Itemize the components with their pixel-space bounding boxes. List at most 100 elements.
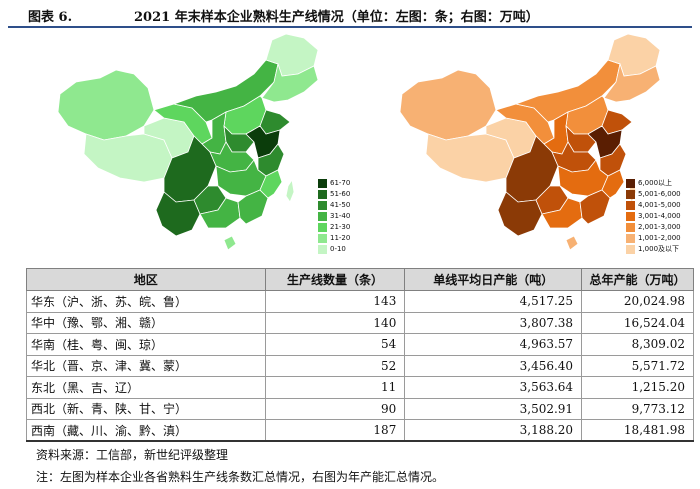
region-guangdong (579, 189, 611, 225)
left-legend-item: 61-70 (318, 178, 398, 189)
left-legend-item: 21-30 (318, 222, 398, 233)
cell-avg-daily: 3,502.91 (404, 397, 583, 420)
cell-region: 华南（桂、粤、闽、琼） (26, 333, 266, 356)
left-legend-swatch (318, 179, 327, 188)
region-taiwan (285, 178, 295, 203)
cell-lines: 143 (264, 290, 406, 313)
left-legend-label: 0-10 (330, 245, 346, 253)
left-legend-swatch (318, 223, 327, 232)
region-hainan (223, 235, 237, 251)
table-header-row: 地区 生产线数量（条） 单线平均日产能（吨） 总年产能（万吨） (26, 268, 694, 291)
right-legend-label: 3,001-4,000 (638, 212, 681, 220)
right-legend-swatch (626, 245, 635, 254)
header-avg-daily: 单线平均日产能（吨） (404, 268, 583, 291)
region-tibet (83, 133, 173, 183)
cell-avg-daily: 3,188.20 (404, 419, 583, 442)
left-legend-label: 21-30 (330, 223, 351, 231)
region-yunnan (155, 191, 201, 237)
header-annual: 总年产能（万吨） (581, 268, 694, 291)
left-legend-swatch (318, 245, 327, 254)
cell-lines: 90 (264, 397, 406, 420)
cell-region: 东北（黑、吉、辽） (26, 376, 266, 399)
right-choropleth-map (399, 33, 661, 251)
cell-annual: 8,309.02 (581, 333, 694, 356)
cell-region: 华东（沪、浙、苏、皖、鲁） (26, 290, 266, 313)
cell-lines: 52 (264, 354, 406, 377)
table-row: 西北（新、青、陕、甘、宁） 90 3,502.91 9,773.12 (26, 397, 694, 420)
right-legend-label: 6,000以上 (638, 179, 673, 187)
figure-label: 图表 6. (28, 10, 73, 25)
region-xinjiang (57, 69, 155, 141)
table-row: 东北（黑、吉、辽） 11 3,563.64 1,215.20 (26, 376, 694, 399)
region-jilin-liaoning (261, 62, 319, 103)
right-legend: 6,000以上 5,001-6,000 4,001-5,000 3,001-4,000… (626, 178, 700, 255)
cell-avg-daily: 4,963.57 (404, 333, 583, 356)
cell-annual: 9,773.12 (581, 397, 694, 420)
right-legend-swatch (626, 212, 635, 221)
cell-avg-daily: 4,517.25 (404, 290, 583, 313)
right-legend-label: 4,001-5,000 (638, 201, 681, 209)
maps-area: 61-70 51-60 41-50 31-40 21-30 11-20 0-10 6,000… (0, 30, 700, 266)
right-legend-swatch (626, 234, 635, 243)
left-legend-swatch (318, 190, 327, 199)
left-legend-item: 31-40 (318, 211, 398, 222)
header-lines: 生产线数量（条） (264, 268, 406, 291)
cell-region: 西南（藏、川、渝、黔、滇） (26, 419, 266, 442)
left-choropleth-map (57, 33, 319, 251)
right-legend-label: 1,000及以下 (638, 245, 680, 253)
table-row: 华中（豫、鄂、湘、赣） 140 3,807.38 16,524.04 (26, 311, 694, 334)
capacity-table: 地区 生产线数量（条） 单线平均日产能（吨） 总年产能（万吨） 华东（沪、浙、苏… (26, 268, 694, 442)
left-legend-swatch (318, 201, 327, 210)
left-legend-item: 11-20 (318, 233, 398, 244)
cell-lines: 140 (264, 311, 406, 334)
table-row: 华东（沪、浙、苏、皖、鲁） 143 4,517.25 20,024.98 (26, 290, 694, 313)
right-legend-swatch (626, 179, 635, 188)
table-row: 西南（藏、川、渝、黔、滇） 187 3,188.20 18,481.98 (26, 419, 694, 442)
footnote: 注：左图为样本企业各省熟料生产线条数汇总情况，右图为年产能汇总情况。 (36, 470, 445, 484)
cell-avg-daily: 3,456.40 (404, 354, 583, 377)
right-legend-item: 2,001-3,000 (626, 222, 700, 233)
left-legend-item: 51-60 (318, 189, 398, 200)
table-row: 华北（晋、京、津、冀、蒙） 52 3,456.40 5,571.72 (26, 354, 694, 377)
cell-annual: 5,571.72 (581, 354, 694, 377)
table-row: 华南（桂、粤、闽、琼） 54 4,963.57 8,309.02 (26, 333, 694, 356)
right-legend-swatch (626, 190, 635, 199)
cell-annual: 20,024.98 (581, 290, 694, 313)
right-legend-item: 5,001-6,000 (626, 189, 700, 200)
region-hainan (565, 235, 579, 251)
region-fujian (601, 169, 625, 199)
source-note: 资料来源：工信部，新世纪评级整理 (36, 448, 229, 462)
left-legend-swatch (318, 212, 327, 221)
cell-annual: 1,215.20 (581, 376, 694, 399)
region-guangdong (237, 189, 269, 225)
right-legend-item: 1,000及以下 (626, 244, 700, 255)
region-tibet (425, 133, 515, 183)
header-region: 地区 (26, 268, 266, 291)
cell-region: 华中（豫、鄂、湘、赣） (26, 311, 266, 334)
right-legend-item: 6,000以上 (626, 178, 700, 189)
left-legend-label: 61-70 (330, 179, 351, 187)
right-legend-item: 3,001-4,000 (626, 211, 700, 222)
region-xinjiang (399, 69, 497, 141)
right-legend-label: 1,001-2,000 (638, 234, 681, 242)
cell-avg-daily: 3,563.64 (404, 376, 583, 399)
region-shandong (601, 109, 633, 135)
right-legend-item: 1,001-2,000 (626, 233, 700, 244)
left-legend: 61-70 51-60 41-50 31-40 21-30 11-20 0-10 (318, 178, 398, 255)
right-legend-label: 2,001-3,000 (638, 223, 681, 231)
cell-region: 华北（晋、京、津、冀、蒙） (26, 354, 266, 377)
cell-lines: 187 (264, 419, 406, 442)
region-shandong (259, 109, 291, 135)
cell-avg-daily: 3,807.38 (404, 311, 583, 334)
right-legend-item: 4,001-5,000 (626, 200, 700, 211)
right-legend-label: 5,001-6,000 (638, 190, 681, 198)
cell-region: 西北（新、青、陕、甘、宁） (26, 397, 266, 420)
region-fujian (259, 169, 283, 199)
left-legend-label: 11-20 (330, 234, 351, 242)
left-legend-label: 51-60 (330, 190, 351, 198)
region-jilin-liaoning (603, 62, 661, 103)
left-legend-label: 41-50 (330, 201, 351, 209)
left-legend-label: 31-40 (330, 212, 351, 220)
cell-annual: 18,481.98 (581, 419, 694, 442)
figure-title: 2021 年末样本企业熟料生产线情况（单位：左图：条；右图：万吨） (134, 10, 539, 25)
